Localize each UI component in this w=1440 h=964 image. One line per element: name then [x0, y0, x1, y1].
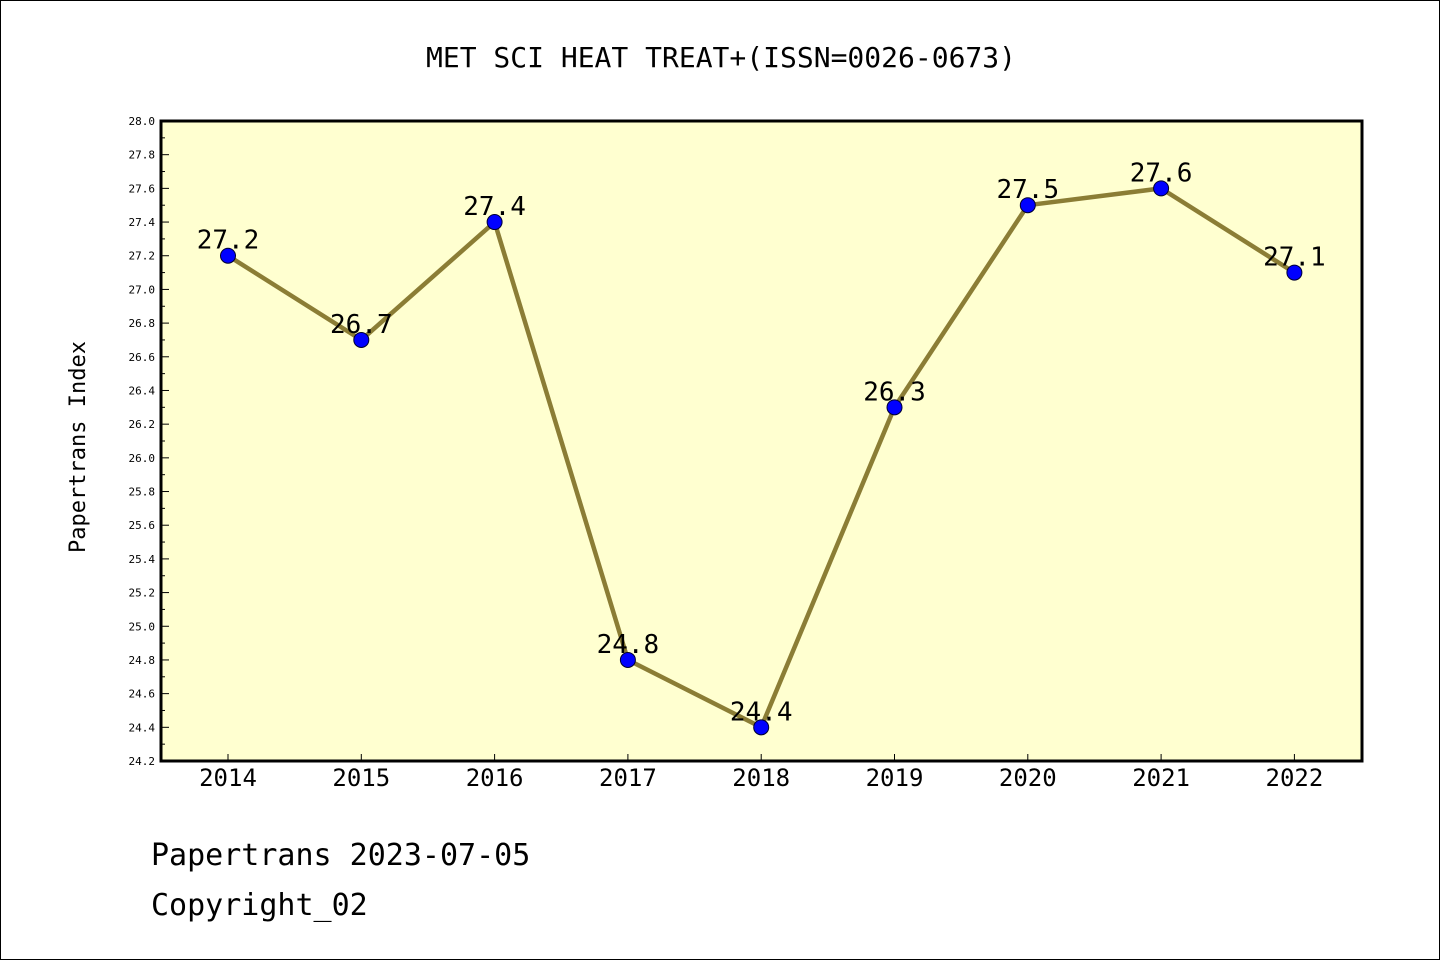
y-tick-label: 25.4: [129, 553, 156, 566]
footer-date: Papertrans 2023-07-05: [151, 838, 530, 873]
x-tick-label: 2022: [1266, 764, 1324, 792]
data-point: [619, 651, 636, 668]
x-tick-label: 2016: [466, 764, 524, 792]
footer-copyright: Copyright_02: [151, 888, 368, 923]
y-tick-label: 27.4: [129, 216, 156, 229]
data-label: 26.3: [863, 377, 926, 407]
data-label: 27.1: [1263, 243, 1326, 273]
data-point: [486, 214, 503, 231]
data-point: [753, 719, 770, 736]
y-tick-label: 24.8: [129, 654, 156, 667]
y-tick-label: 27.8: [129, 149, 156, 162]
y-tick-label: 24.2: [129, 755, 156, 768]
data-point: [353, 331, 370, 348]
data-label: 24.8: [597, 630, 660, 660]
data-point: [1019, 197, 1036, 214]
y-tick-label: 28.0: [129, 115, 156, 128]
x-tick-label: 2015: [332, 764, 390, 792]
y-tick-label: 26.8: [129, 317, 156, 330]
y-tick-label: 24.6: [129, 688, 156, 701]
data-point: [220, 247, 236, 264]
y-tick-label: 25.6: [129, 519, 156, 532]
y-tick-label: 27.6: [129, 182, 156, 195]
y-tick-label: 25.2: [129, 587, 156, 600]
data-label: 27.5: [996, 175, 1059, 205]
x-axis: 2014 2015 2016 2017 2018 2019 2020 2021 2022: [199, 754, 1323, 792]
chart-title: MET SCI HEAT TREAT+(ISSN=0026-0673): [426, 41, 1016, 74]
data-label: 27.6: [1130, 158, 1193, 188]
y-axis-label: Papertrans Index: [66, 341, 91, 553]
plot-area: [159, 119, 1364, 763]
y-tick-label: 26.4: [129, 384, 156, 397]
data-label: 27.2: [197, 226, 260, 256]
data-label: 26.7: [330, 310, 393, 340]
data-labels: 27.2 26.7 27.4 24.8 24.4 26.3 27.5 27.6 27.1: [197, 158, 1326, 727]
data-label: 24.4: [730, 697, 793, 727]
y-tick-label: 26.2: [129, 418, 156, 431]
data-point: [1153, 180, 1170, 197]
y-tick-label: 27.0: [129, 283, 156, 296]
y-tick-label: 26.0: [129, 452, 156, 465]
data-point: [886, 399, 903, 416]
data-label: 27.4: [463, 192, 526, 222]
y-axis: 24.2 24.4 24.6 24.8 25.0 25.2 25.4 25.6 25.8 26.0…: [129, 115, 169, 768]
series-papertrans-index: [220, 180, 1303, 736]
x-tick-label: 2014: [199, 764, 257, 792]
y-tick-label: 26.6: [129, 351, 156, 364]
x-tick-label: 2020: [999, 764, 1057, 792]
x-tick-label: 2021: [1132, 764, 1190, 792]
data-point: [1286, 264, 1303, 281]
x-tick-label: 2019: [866, 764, 924, 792]
y-tick-label: 25.8: [129, 486, 156, 499]
x-tick-label: 2018: [732, 764, 790, 792]
y-tick-label: 25.0: [129, 620, 156, 633]
y-tick-label: 27.2: [129, 250, 156, 263]
x-tick-label: 2017: [599, 764, 657, 792]
y-tick-label: 24.4: [129, 721, 156, 734]
